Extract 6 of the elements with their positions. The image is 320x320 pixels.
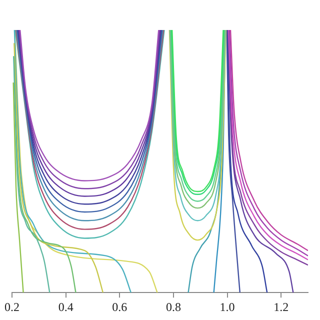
x-tick-label: 0.6 bbox=[112, 300, 128, 314]
x-tick-label: 0.4 bbox=[58, 300, 74, 314]
x-tick-label: 1.0 bbox=[220, 300, 235, 314]
x-tick-label: 0.8 bbox=[166, 300, 181, 314]
x-tick-label: 0.2 bbox=[4, 300, 20, 314]
x-tick-label: 1.2 bbox=[274, 300, 289, 314]
